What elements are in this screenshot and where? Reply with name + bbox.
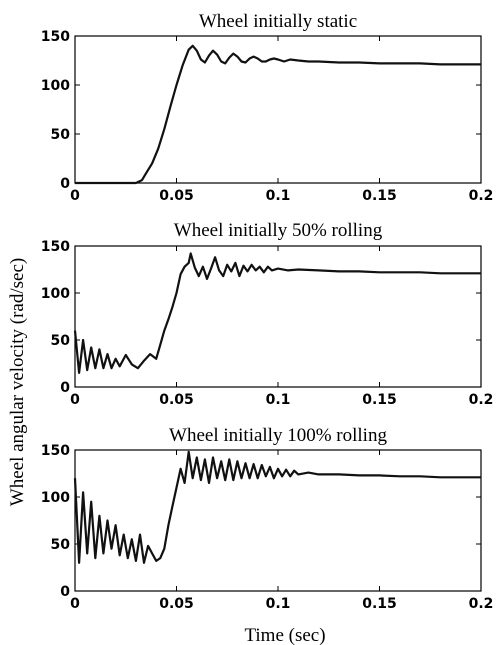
x-tick-label: 0.1 bbox=[266, 596, 291, 612]
x-tick-label: 0 bbox=[70, 596, 80, 612]
y-tick-label: 50 bbox=[51, 127, 71, 143]
y-tick-label: 150 bbox=[41, 239, 70, 255]
y-tick-label: 0 bbox=[60, 176, 70, 192]
y-tick-label: 100 bbox=[41, 286, 70, 302]
y-tick-label: 50 bbox=[51, 333, 71, 349]
x-tick-label: 0.1 bbox=[266, 392, 291, 408]
axes-frame bbox=[74, 35, 482, 184]
y-tick-label: 0 bbox=[60, 380, 70, 396]
x-tick-label: 0.05 bbox=[159, 188, 194, 204]
y-axis-label: Wheel angular velocity (rad/sec) bbox=[7, 258, 28, 506]
plot-area: Wheel initially static 0 0.05 0.1 0.15 0.2 0 50… bbox=[41, 11, 494, 612]
subplot-title: Wheel initially 100% rolling bbox=[169, 425, 387, 446]
x-tick-label: 0.2 bbox=[469, 392, 494, 408]
y-tick-label: 150 bbox=[41, 29, 70, 45]
series-line-1 bbox=[75, 44, 481, 185]
x-tick-label: 0.15 bbox=[362, 188, 397, 204]
x-tick-label: 0.05 bbox=[159, 596, 194, 612]
x-tick-label: 0.15 bbox=[362, 596, 397, 612]
x-tick-label: 0.05 bbox=[159, 392, 194, 408]
x-tick-label: 0 bbox=[70, 188, 80, 204]
subplot-title: Wheel initially 50% rolling bbox=[174, 220, 383, 241]
x-tick-label: 0 bbox=[70, 392, 80, 408]
series-line-1 bbox=[73, 252, 481, 374]
y-tick-label: 100 bbox=[41, 78, 70, 94]
x-tick-label: 0.2 bbox=[469, 596, 494, 612]
subplot-1: Wheel initially static 0 0.05 0.1 0.15 0.2 0 50… bbox=[41, 11, 494, 204]
x-tick-label: 0.2 bbox=[469, 188, 494, 204]
x-tick-label: 0.15 bbox=[362, 392, 397, 408]
y-tick-label: 100 bbox=[41, 490, 70, 506]
y-tick-label: 0 bbox=[60, 584, 70, 600]
x-tick-label: 0.1 bbox=[266, 188, 291, 204]
subplot-2: Wheel initially 50% rolling 0 0.05 0.1 0.15 0… bbox=[41, 220, 494, 408]
x-axis-label: Time (sec) bbox=[244, 625, 325, 645]
series-line-1 bbox=[73, 450, 481, 564]
subplot-title: Wheel initially static bbox=[199, 11, 357, 32]
y-tick-label: 50 bbox=[51, 537, 71, 553]
subplot-3: Wheel initially 100% rolling 0 0.05 0.1 0.15… bbox=[41, 425, 494, 612]
y-tick-label: 150 bbox=[41, 443, 70, 459]
